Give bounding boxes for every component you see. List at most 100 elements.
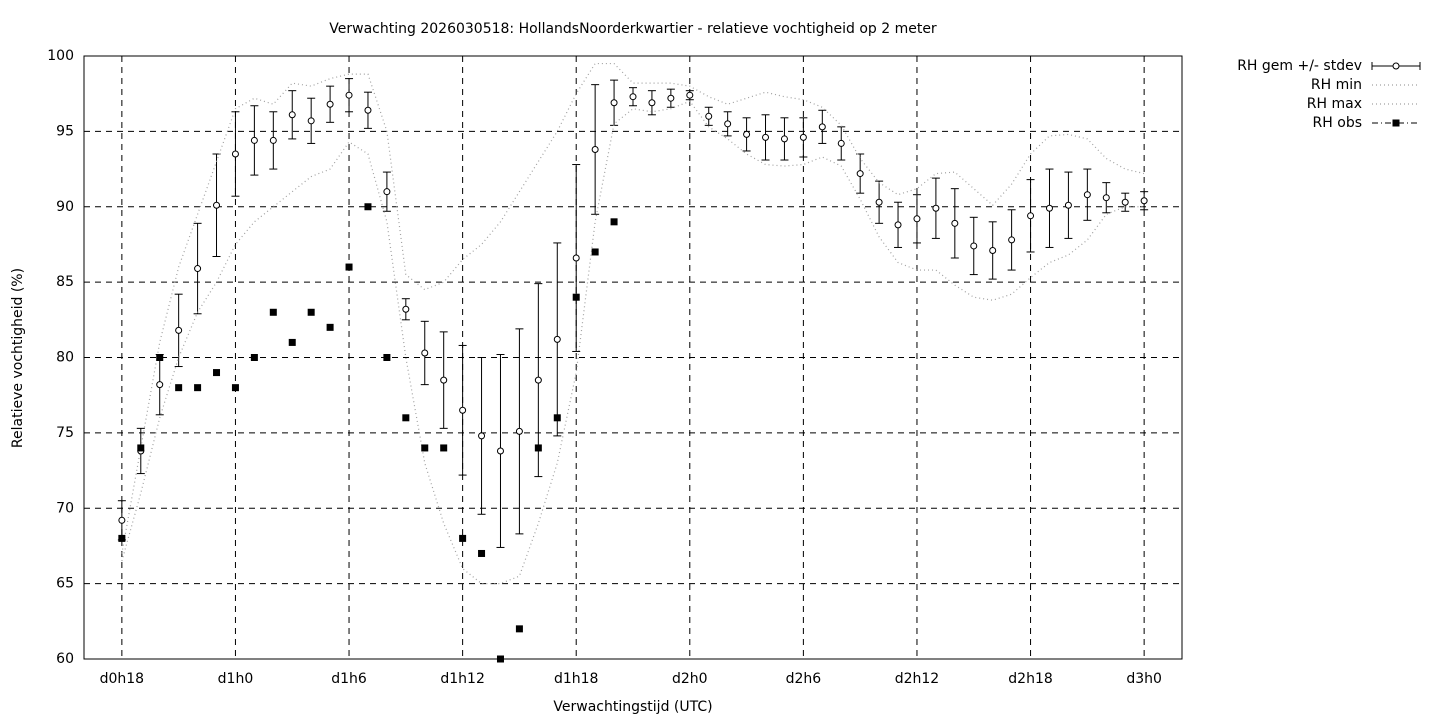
mean-point bbox=[326, 100, 334, 108]
obs-point bbox=[345, 263, 353, 271]
obs-point bbox=[307, 308, 315, 316]
obs-point bbox=[288, 338, 296, 346]
x-tick-label: d1h6 bbox=[331, 671, 367, 687]
mean-point bbox=[686, 91, 694, 99]
x-tick-label: d2h18 bbox=[1008, 671, 1052, 687]
legend-sample bbox=[1392, 119, 1400, 127]
x-tick-label: d0h18 bbox=[100, 671, 144, 687]
mean-point bbox=[1008, 236, 1016, 244]
obs-point bbox=[364, 203, 372, 211]
mean-point bbox=[515, 427, 523, 435]
obs-point bbox=[156, 354, 164, 361]
mean-point bbox=[534, 376, 542, 384]
obs-point bbox=[269, 308, 277, 316]
mean-point bbox=[231, 150, 239, 158]
mean-point bbox=[345, 91, 353, 99]
mean-point bbox=[762, 133, 770, 141]
mean-point bbox=[572, 254, 580, 262]
mean-point bbox=[307, 117, 315, 125]
legend-sample bbox=[1392, 62, 1400, 70]
y-tick-label: 95 bbox=[56, 123, 74, 139]
mean-point bbox=[894, 221, 902, 229]
mean-point bbox=[724, 120, 732, 128]
mean-point bbox=[440, 376, 448, 384]
obs-point bbox=[515, 625, 523, 633]
mean-point bbox=[970, 242, 978, 250]
mean-point bbox=[459, 406, 467, 414]
mean-point bbox=[932, 204, 940, 212]
obs-point bbox=[440, 444, 448, 452]
y-tick-label: 60 bbox=[56, 651, 74, 667]
obs-point bbox=[383, 354, 391, 361]
obs-point bbox=[231, 384, 239, 392]
obs-point bbox=[421, 444, 429, 452]
mean-point bbox=[364, 106, 372, 114]
mean-point bbox=[629, 93, 637, 101]
obs-point bbox=[402, 414, 410, 422]
x-tick-label: d1h0 bbox=[218, 671, 254, 687]
series-line bbox=[121, 62, 1145, 554]
obs-point bbox=[459, 534, 467, 542]
obs-point bbox=[553, 414, 561, 422]
mean-point bbox=[818, 123, 826, 131]
mean-point bbox=[1027, 212, 1035, 220]
mean-point bbox=[799, 133, 807, 141]
x-tick-label: d2h0 bbox=[672, 671, 708, 687]
x-tick-label: d3h0 bbox=[1126, 671, 1162, 687]
y-tick-label: 70 bbox=[56, 500, 74, 516]
plot-frame bbox=[83, 55, 1183, 660]
obs-point bbox=[137, 444, 145, 452]
mean-point bbox=[743, 130, 751, 138]
y-tick-label: 90 bbox=[56, 199, 74, 215]
y-tick-label: 75 bbox=[56, 425, 74, 441]
mean-point bbox=[913, 215, 921, 223]
y-tick-label: 85 bbox=[56, 274, 74, 290]
legend-label: RH min bbox=[1311, 77, 1362, 93]
y-tick-label: 65 bbox=[56, 576, 74, 592]
mean-point bbox=[288, 111, 296, 119]
mean-point bbox=[496, 447, 504, 455]
x-tick-label: d2h6 bbox=[786, 671, 822, 687]
x-axis-label: Verwachtingstijd (UTC) bbox=[553, 699, 712, 715]
mean-point bbox=[175, 326, 183, 334]
mean-point bbox=[213, 201, 221, 209]
series-line bbox=[121, 100, 1145, 585]
obs-point bbox=[118, 534, 126, 542]
mean-point bbox=[648, 99, 656, 107]
mean-point bbox=[194, 265, 202, 273]
obs-point bbox=[534, 444, 542, 452]
mean-point bbox=[610, 99, 618, 107]
mean-point bbox=[1140, 197, 1148, 205]
mean-point bbox=[269, 136, 277, 144]
obs-point bbox=[478, 549, 486, 557]
obs-point bbox=[175, 384, 183, 392]
legend-label: RH gem +/- stdev bbox=[1237, 58, 1362, 74]
mean-point bbox=[1121, 198, 1129, 206]
mean-point bbox=[780, 135, 788, 143]
obs-point bbox=[572, 293, 580, 301]
x-tick-label: d1h18 bbox=[554, 671, 598, 687]
mean-point bbox=[553, 335, 561, 343]
mean-point bbox=[591, 145, 599, 153]
obs-point bbox=[213, 369, 221, 377]
obs-point bbox=[591, 248, 599, 256]
mean-point bbox=[156, 381, 164, 389]
mean-point bbox=[402, 305, 410, 313]
mean-point bbox=[989, 246, 997, 254]
obs-point bbox=[326, 323, 334, 331]
mean-point bbox=[667, 94, 675, 102]
obs-point bbox=[194, 384, 202, 392]
mean-point bbox=[1102, 194, 1110, 202]
mean-point bbox=[1083, 191, 1091, 199]
obs-point bbox=[610, 218, 618, 226]
mean-point bbox=[705, 112, 713, 120]
mean-point bbox=[875, 198, 883, 206]
obs-point bbox=[250, 354, 258, 361]
obs-point bbox=[496, 655, 504, 663]
mean-point bbox=[118, 516, 126, 524]
mean-point bbox=[478, 432, 486, 440]
mean-point bbox=[1064, 201, 1072, 209]
x-tick-label: d1h12 bbox=[440, 671, 484, 687]
